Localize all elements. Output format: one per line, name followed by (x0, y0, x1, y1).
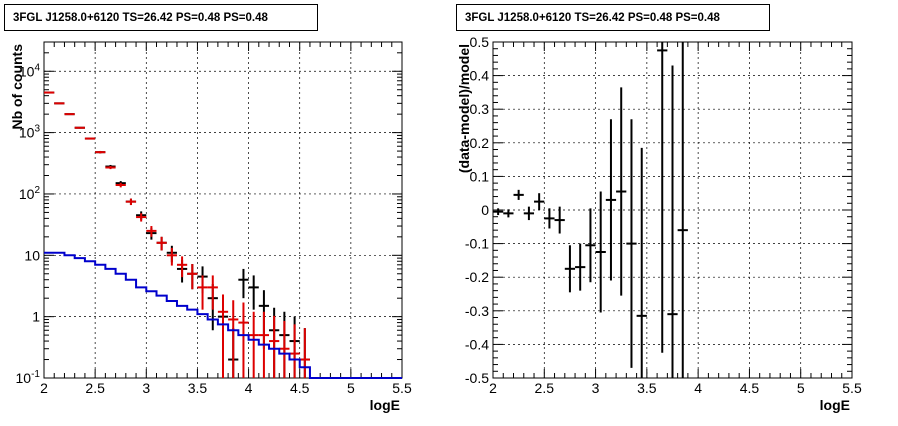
y-tick-label: 0.1 (470, 168, 490, 184)
residual-chart: 2 2.5 3 3.5 4 4.5 5 5.5 -0.5 -0.4 -0.3 -0.2 -0.1 0 0.1… (456, 34, 862, 413)
x-tick-label: 4.5 (290, 380, 310, 396)
x-tick-label: 5.5 (842, 380, 862, 396)
axis-ticks (43, 41, 403, 379)
y-tick-label: -0.2 (465, 269, 489, 285)
x-tick-label: 4.5 (740, 380, 760, 396)
series-0 (44, 91, 310, 378)
series-2 (44, 251, 402, 379)
x-tick-label: 2.5 (85, 380, 105, 396)
x-tick-label: 4 (245, 380, 253, 396)
x-tick-label: 2 (40, 380, 48, 396)
y-tick-label: 103 (19, 124, 41, 141)
y-tick-label: 0.3 (470, 101, 490, 117)
chart-title: 3FGL J1258.0+6120 TS=26.42 PS=0.48 PS=0.… (456, 4, 770, 31)
y-tick-label: 10-1 (16, 369, 41, 386)
y-axis-label: (data-model)/model (456, 44, 472, 173)
x-tick-label: 5 (347, 380, 355, 396)
x-tick-label: 4 (694, 380, 702, 396)
y-tick-label: 1 (32, 309, 40, 325)
residual-panel: 3FGL J1258.0+6120 TS=26.42 PS=0.48 PS=0.… (449, 0, 898, 421)
counts-chart: 2 2.5 3 3.5 4 4.5 5 5.5 10-1 1 10 102 103 104 logE Nb o… (9, 41, 412, 413)
y-tick-label: 0.2 (470, 135, 490, 151)
y-tick-label: -0.3 (465, 303, 489, 319)
x-axis-label: logE (820, 397, 850, 413)
x-tick-label: 3 (142, 380, 150, 396)
x-tick-label: 2 (489, 380, 497, 396)
x-tick-label: 5 (797, 380, 805, 396)
counts-panel: 3FGL J1258.0+6120 TS=26.42 PS=0.48 PS=0.… (0, 0, 449, 421)
y-tick-label: 0.4 (470, 68, 490, 84)
x-tick-label: 2.5 (535, 380, 555, 396)
y-tick-label: 0.5 (470, 34, 490, 50)
y-axis-label: Nb of counts (9, 44, 25, 130)
series-0 (493, 42, 688, 378)
chart-title: 3FGL J1258.0+6120 TS=26.42 PS=0.48 PS=0.… (4, 4, 318, 31)
series-1 (44, 91, 310, 378)
x-tick-label: 3.5 (637, 380, 657, 396)
x-tick-label: 3 (592, 380, 600, 396)
y-tick-label: 10 (24, 247, 40, 263)
y-tick-label: -0.1 (465, 236, 489, 252)
x-axis-label: logE (370, 397, 400, 413)
model-step-line (44, 251, 402, 379)
y-tick-label: -0.5 (465, 370, 489, 386)
y-tick-label: 102 (19, 185, 41, 202)
y-tick-label: 0 (481, 202, 489, 218)
y-tick-label: -0.4 (465, 336, 489, 352)
x-tick-label: 3.5 (188, 380, 208, 396)
axis-ticks (492, 41, 853, 379)
x-tick-label: 5.5 (392, 380, 412, 396)
y-tick-label: 104 (19, 62, 41, 79)
